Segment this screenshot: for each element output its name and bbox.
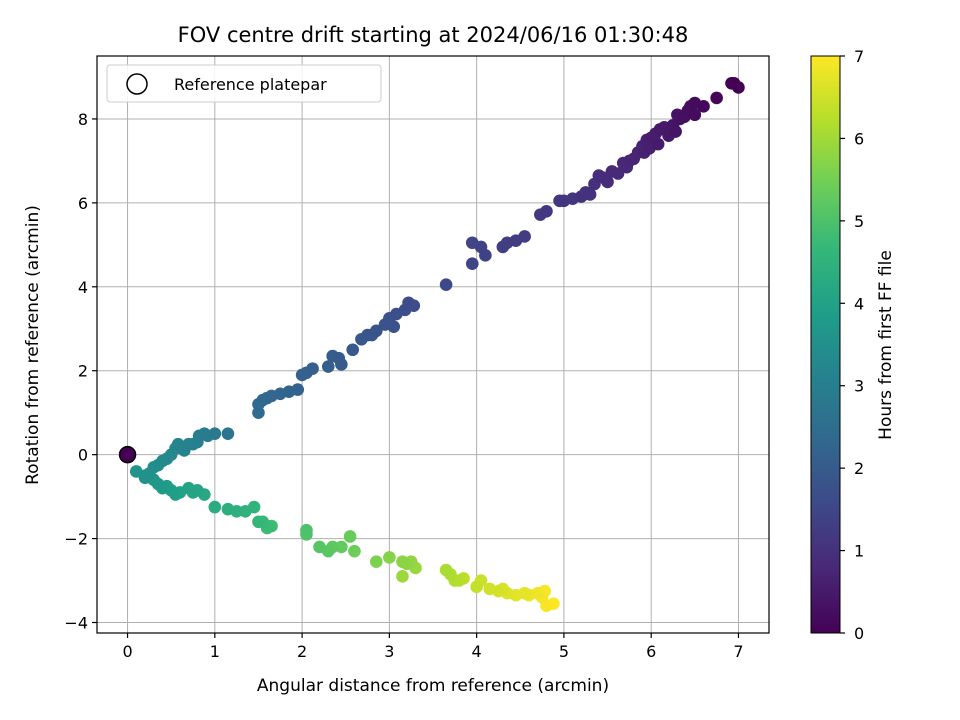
scatter-points xyxy=(129,76,745,613)
data-point xyxy=(540,204,553,218)
data-point xyxy=(306,362,319,375)
y-axis-ticks: −4 −2 0 2 4 6 8 xyxy=(64,110,97,633)
data-point xyxy=(346,343,360,357)
x-axis-label: Angular distance from reference (arcmin) xyxy=(257,676,609,696)
y-tick-label: −4 xyxy=(64,614,88,633)
data-point xyxy=(583,188,597,201)
data-point xyxy=(208,427,222,440)
x-tick-label: 1 xyxy=(210,642,220,661)
data-point xyxy=(518,230,531,243)
data-point xyxy=(483,582,497,596)
data-point xyxy=(470,580,483,594)
data-point xyxy=(208,500,222,514)
data-point xyxy=(348,544,361,558)
data-point xyxy=(407,299,421,312)
colorbar-tick-label: 5 xyxy=(854,212,864,231)
y-tick-label: −2 xyxy=(64,530,88,549)
x-tick-label: 7 xyxy=(733,642,743,661)
x-tick-label: 6 xyxy=(646,642,656,661)
colorbar-tick-label: 1 xyxy=(854,542,864,561)
x-tick-label: 5 xyxy=(559,642,569,661)
colorbar-tick-label: 3 xyxy=(854,377,864,396)
y-tick-label: 6 xyxy=(78,194,88,213)
x-tick-label: 2 xyxy=(297,642,307,661)
data-point xyxy=(221,502,235,516)
y-tick-label: 2 xyxy=(78,362,88,381)
data-point xyxy=(669,125,682,138)
data-point xyxy=(335,358,348,371)
data-point xyxy=(697,100,710,113)
colorbar-tick-label: 0 xyxy=(854,624,864,643)
x-axis-ticks: 0 1 2 3 4 5 6 7 xyxy=(122,633,744,661)
data-point xyxy=(300,523,313,537)
data-point xyxy=(239,505,252,518)
legend-entry-label: Reference platepar xyxy=(174,75,327,94)
x-tick-label: 4 xyxy=(472,642,482,661)
data-point xyxy=(651,137,665,151)
legend-box xyxy=(106,64,382,103)
y-tick-label: 4 xyxy=(78,278,88,297)
data-point xyxy=(479,249,492,262)
colorbar-ticks: 0 1 2 3 4 5 6 7 xyxy=(840,47,864,643)
data-point xyxy=(252,515,265,529)
y-axis-label: Rotation from reference (arcmin) xyxy=(23,205,43,485)
chart-title: FOV centre drift starting at 2024/06/16 … xyxy=(178,23,689,47)
data-point xyxy=(313,540,326,554)
colorbar-tick-label: 7 xyxy=(854,47,864,66)
data-point xyxy=(611,167,625,180)
data-point xyxy=(321,360,335,373)
x-tick-label: 0 xyxy=(122,642,132,661)
data-point xyxy=(221,427,235,440)
colorbar xyxy=(810,55,841,634)
data-point xyxy=(688,108,702,122)
data-point xyxy=(601,175,614,189)
plot-frame xyxy=(96,55,770,634)
data-point xyxy=(439,278,453,292)
colorbar-label: Hours from first FF file xyxy=(876,250,896,440)
legend: Reference platepar xyxy=(106,64,382,103)
data-point xyxy=(383,551,396,564)
data-point xyxy=(465,257,479,271)
data-point xyxy=(439,563,453,577)
data-point xyxy=(335,540,348,554)
data-point xyxy=(343,530,357,543)
grid-lines xyxy=(97,56,769,633)
data-point xyxy=(732,81,745,94)
data-point xyxy=(396,555,409,568)
data-point xyxy=(369,324,383,338)
data-point xyxy=(396,570,409,583)
data-point xyxy=(291,383,305,396)
x-tick-label: 3 xyxy=(384,642,394,661)
legend-marker-hollow-circle xyxy=(126,73,148,95)
colorbar-tick-label: 6 xyxy=(854,129,864,148)
colorbar-tick-label: 2 xyxy=(854,459,864,478)
colorbar-tick-label: 4 xyxy=(854,294,864,313)
y-tick-label: 8 xyxy=(78,110,88,129)
y-tick-label: 0 xyxy=(78,446,88,465)
data-point xyxy=(369,555,383,568)
data-point xyxy=(710,91,723,105)
reference-point xyxy=(118,445,137,464)
